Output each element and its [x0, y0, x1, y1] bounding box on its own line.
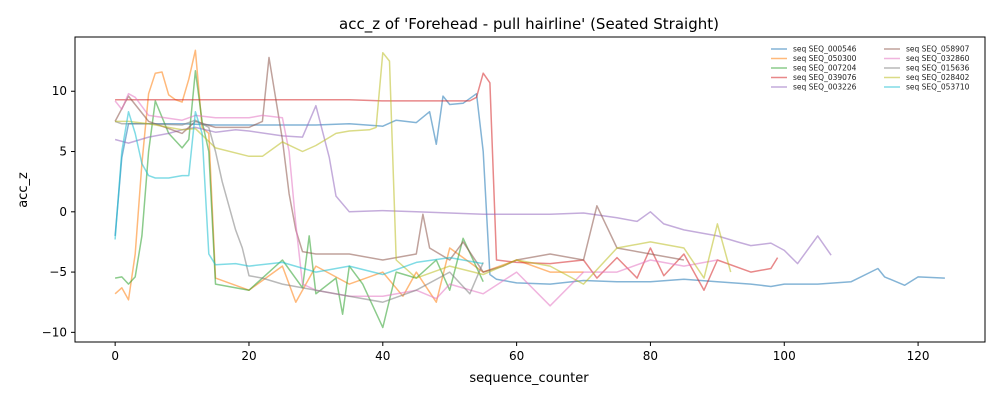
legend-label-8: seq SEQ_028402: [906, 73, 970, 82]
series-line-0: [114, 92, 945, 288]
x-tick-label-4: 80: [643, 349, 658, 363]
x-tick-label-6: 120: [907, 349, 930, 363]
series-line-2: [114, 70, 484, 329]
chart-title: acc_z of 'Forehead - pull hairline' (Sea…: [339, 15, 719, 34]
y-tick-label-1: −5: [49, 265, 67, 279]
y-tick-label-3: 5: [59, 145, 67, 159]
legend-label-7: seq SEQ_015636: [906, 64, 970, 73]
legend-label-4: seq SEQ_003226: [793, 83, 857, 92]
x-tick-label-5: 100: [773, 349, 796, 363]
series-line-8: [115, 51, 732, 285]
legend-label-3: seq SEQ_039076: [793, 73, 857, 82]
x-tick-label-0: 0: [111, 349, 119, 363]
plot-frame: [74, 36, 986, 343]
x-tick-label-1: 20: [241, 349, 256, 363]
legend-label-9: seq SEQ_053710: [906, 83, 970, 92]
series-layer: [114, 49, 945, 329]
y-tick-label-0: −10: [42, 325, 67, 339]
series-line-9: [114, 110, 484, 276]
x-axis: 0 20 40 60 80 100 120: [111, 342, 930, 363]
x-axis-label: sequence_counter: [469, 371, 589, 386]
legend-label-6: seq SEQ_032860: [906, 54, 970, 63]
y-tick-label-4: 10: [52, 84, 67, 98]
legend-label-2: seq SEQ_007204: [793, 64, 857, 73]
legend-label-1: seq SEQ_050300: [793, 54, 857, 63]
series-line-3: [115, 72, 779, 291]
legend-label-5: seq SEQ_058907: [906, 45, 970, 54]
y-tick-label-2: 0: [59, 205, 67, 219]
series-line-5: [114, 56, 685, 273]
legend-label-0: seq SEQ_000546: [793, 45, 857, 54]
x-tick-label-2: 40: [375, 349, 390, 363]
series-line-7: [114, 119, 484, 303]
series-line-6: [114, 92, 718, 307]
series-line-4: [114, 104, 832, 265]
y-axis-label: acc_z: [16, 172, 31, 208]
x-tick-label-3: 60: [509, 349, 524, 363]
y-axis: −10 −5 0 5 10: [42, 84, 75, 339]
